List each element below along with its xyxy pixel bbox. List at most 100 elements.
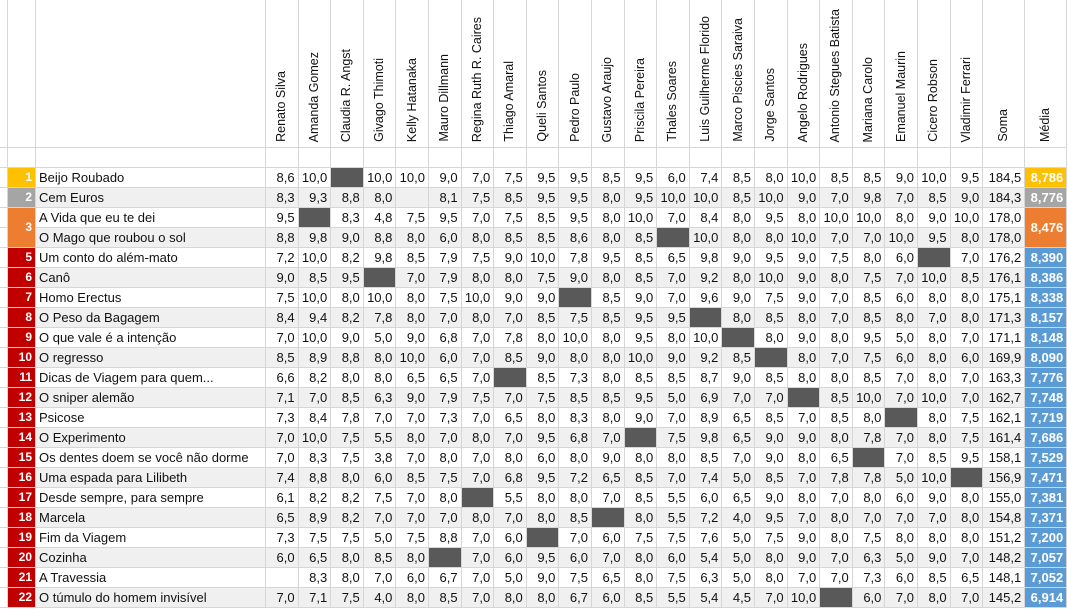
column-header-text: Gustavo Araujo [600,56,615,142]
score: 8,5 [722,348,755,368]
score: 6,5 [298,548,332,568]
score: 8,2 [331,508,364,528]
score: 8,5 [624,588,658,608]
score: 8,5 [852,368,886,388]
score: 7,4 [689,468,723,488]
score: 7,0 [787,508,821,528]
score: 10,0 [885,228,918,248]
rank: 11 [8,368,36,388]
score: 8,0 [363,348,397,368]
score: 9,0 [918,548,951,568]
score: 7,3 [429,408,462,428]
row-gutter [0,288,8,308]
blocked-cell [461,488,495,508]
score: 8,5 [918,568,951,588]
score: 8,5 [624,468,658,488]
score: 9,5 [624,328,658,348]
score: 9,0 [494,248,527,268]
score: 6,0 [429,348,462,368]
score: 8,5 [526,368,560,388]
average: 8,090 [1025,348,1068,368]
score: 7,6 [689,528,723,548]
score: 6,6 [266,368,299,388]
score: 8,5 [624,248,658,268]
score: 9,0 [624,288,658,308]
rank: 6 [8,268,36,288]
rank: 19 [8,528,36,548]
score: 8,5 [429,588,462,608]
sum: 148,2 [983,548,1026,568]
score: 8,0 [331,568,364,588]
score: 7,0 [885,388,918,408]
score: 8,0 [429,488,462,508]
blank-cell [331,148,364,168]
score: 8,3 [298,448,332,468]
score: 6,5 [592,568,625,588]
score: 7,0 [950,548,984,568]
score: 5,4 [689,588,723,608]
row-gutter [0,268,8,288]
average: 7,052 [1025,568,1068,588]
sum: 155,0 [983,488,1026,508]
score: 9,3 [298,188,332,208]
sum: 156,9 [983,468,1026,488]
sum: 161,4 [983,428,1026,448]
score: 5,0 [885,548,918,568]
score: 8,5 [559,388,592,408]
score: 8,5 [592,288,625,308]
column-header-text: Marco Piscies Saraiva [730,18,745,142]
score: 7,0 [885,428,918,448]
row-gutter [0,568,8,588]
score: 7,0 [787,408,821,428]
score: 10,0 [396,168,429,188]
score: 8,0 [722,208,755,228]
score: 7,0 [266,588,299,608]
sum: 171,1 [983,328,1026,348]
score: 8,0 [461,228,495,248]
blank-cell [461,148,495,168]
average: 7,371 [1025,508,1068,528]
average: 8,338 [1025,288,1068,308]
row-gutter [0,208,8,228]
score: 7,5 [494,168,527,188]
score: 9,5 [592,248,625,268]
score: 8,0 [885,308,918,328]
blank-cell [950,148,984,168]
score: 7,0 [950,328,984,348]
score: 7,8 [331,408,364,428]
score: 9,0 [755,428,788,448]
column-header-text: Thales Soares [665,61,680,142]
score: 8,0 [396,228,429,248]
score: 8,0 [918,288,951,308]
score: 6,1 [266,488,299,508]
score: 7,0 [722,448,755,468]
score: 9,0 [787,188,821,208]
score: 8,5 [298,268,332,288]
story-title: Beijo Roubado [36,168,266,188]
score: 8,0 [331,288,364,308]
score: 5,0 [657,388,690,408]
score: 8,5 [624,268,658,288]
score: 7,8 [852,468,886,488]
score: 5,5 [657,588,690,608]
score: 8,5 [722,168,755,188]
score: 8,8 [363,228,397,248]
average: 8,148 [1025,328,1068,348]
score: 9,5 [559,188,592,208]
score: 8,0 [787,348,821,368]
score: 9,0 [657,348,690,368]
row-gutter [0,228,8,248]
score: 8,0 [396,588,429,608]
blocked-cell [624,428,658,448]
sum: 162,1 [983,408,1026,428]
row-gutter [0,508,8,528]
score: 7,0 [885,588,918,608]
score: 9,6 [689,288,723,308]
score: 9,0 [918,488,951,508]
score: 7,5 [429,288,462,308]
score: 10,0 [559,328,592,348]
score: 7,0 [852,228,886,248]
score: 8,0 [755,548,788,568]
rank: 8 [8,308,36,328]
blank-cell [36,148,266,168]
